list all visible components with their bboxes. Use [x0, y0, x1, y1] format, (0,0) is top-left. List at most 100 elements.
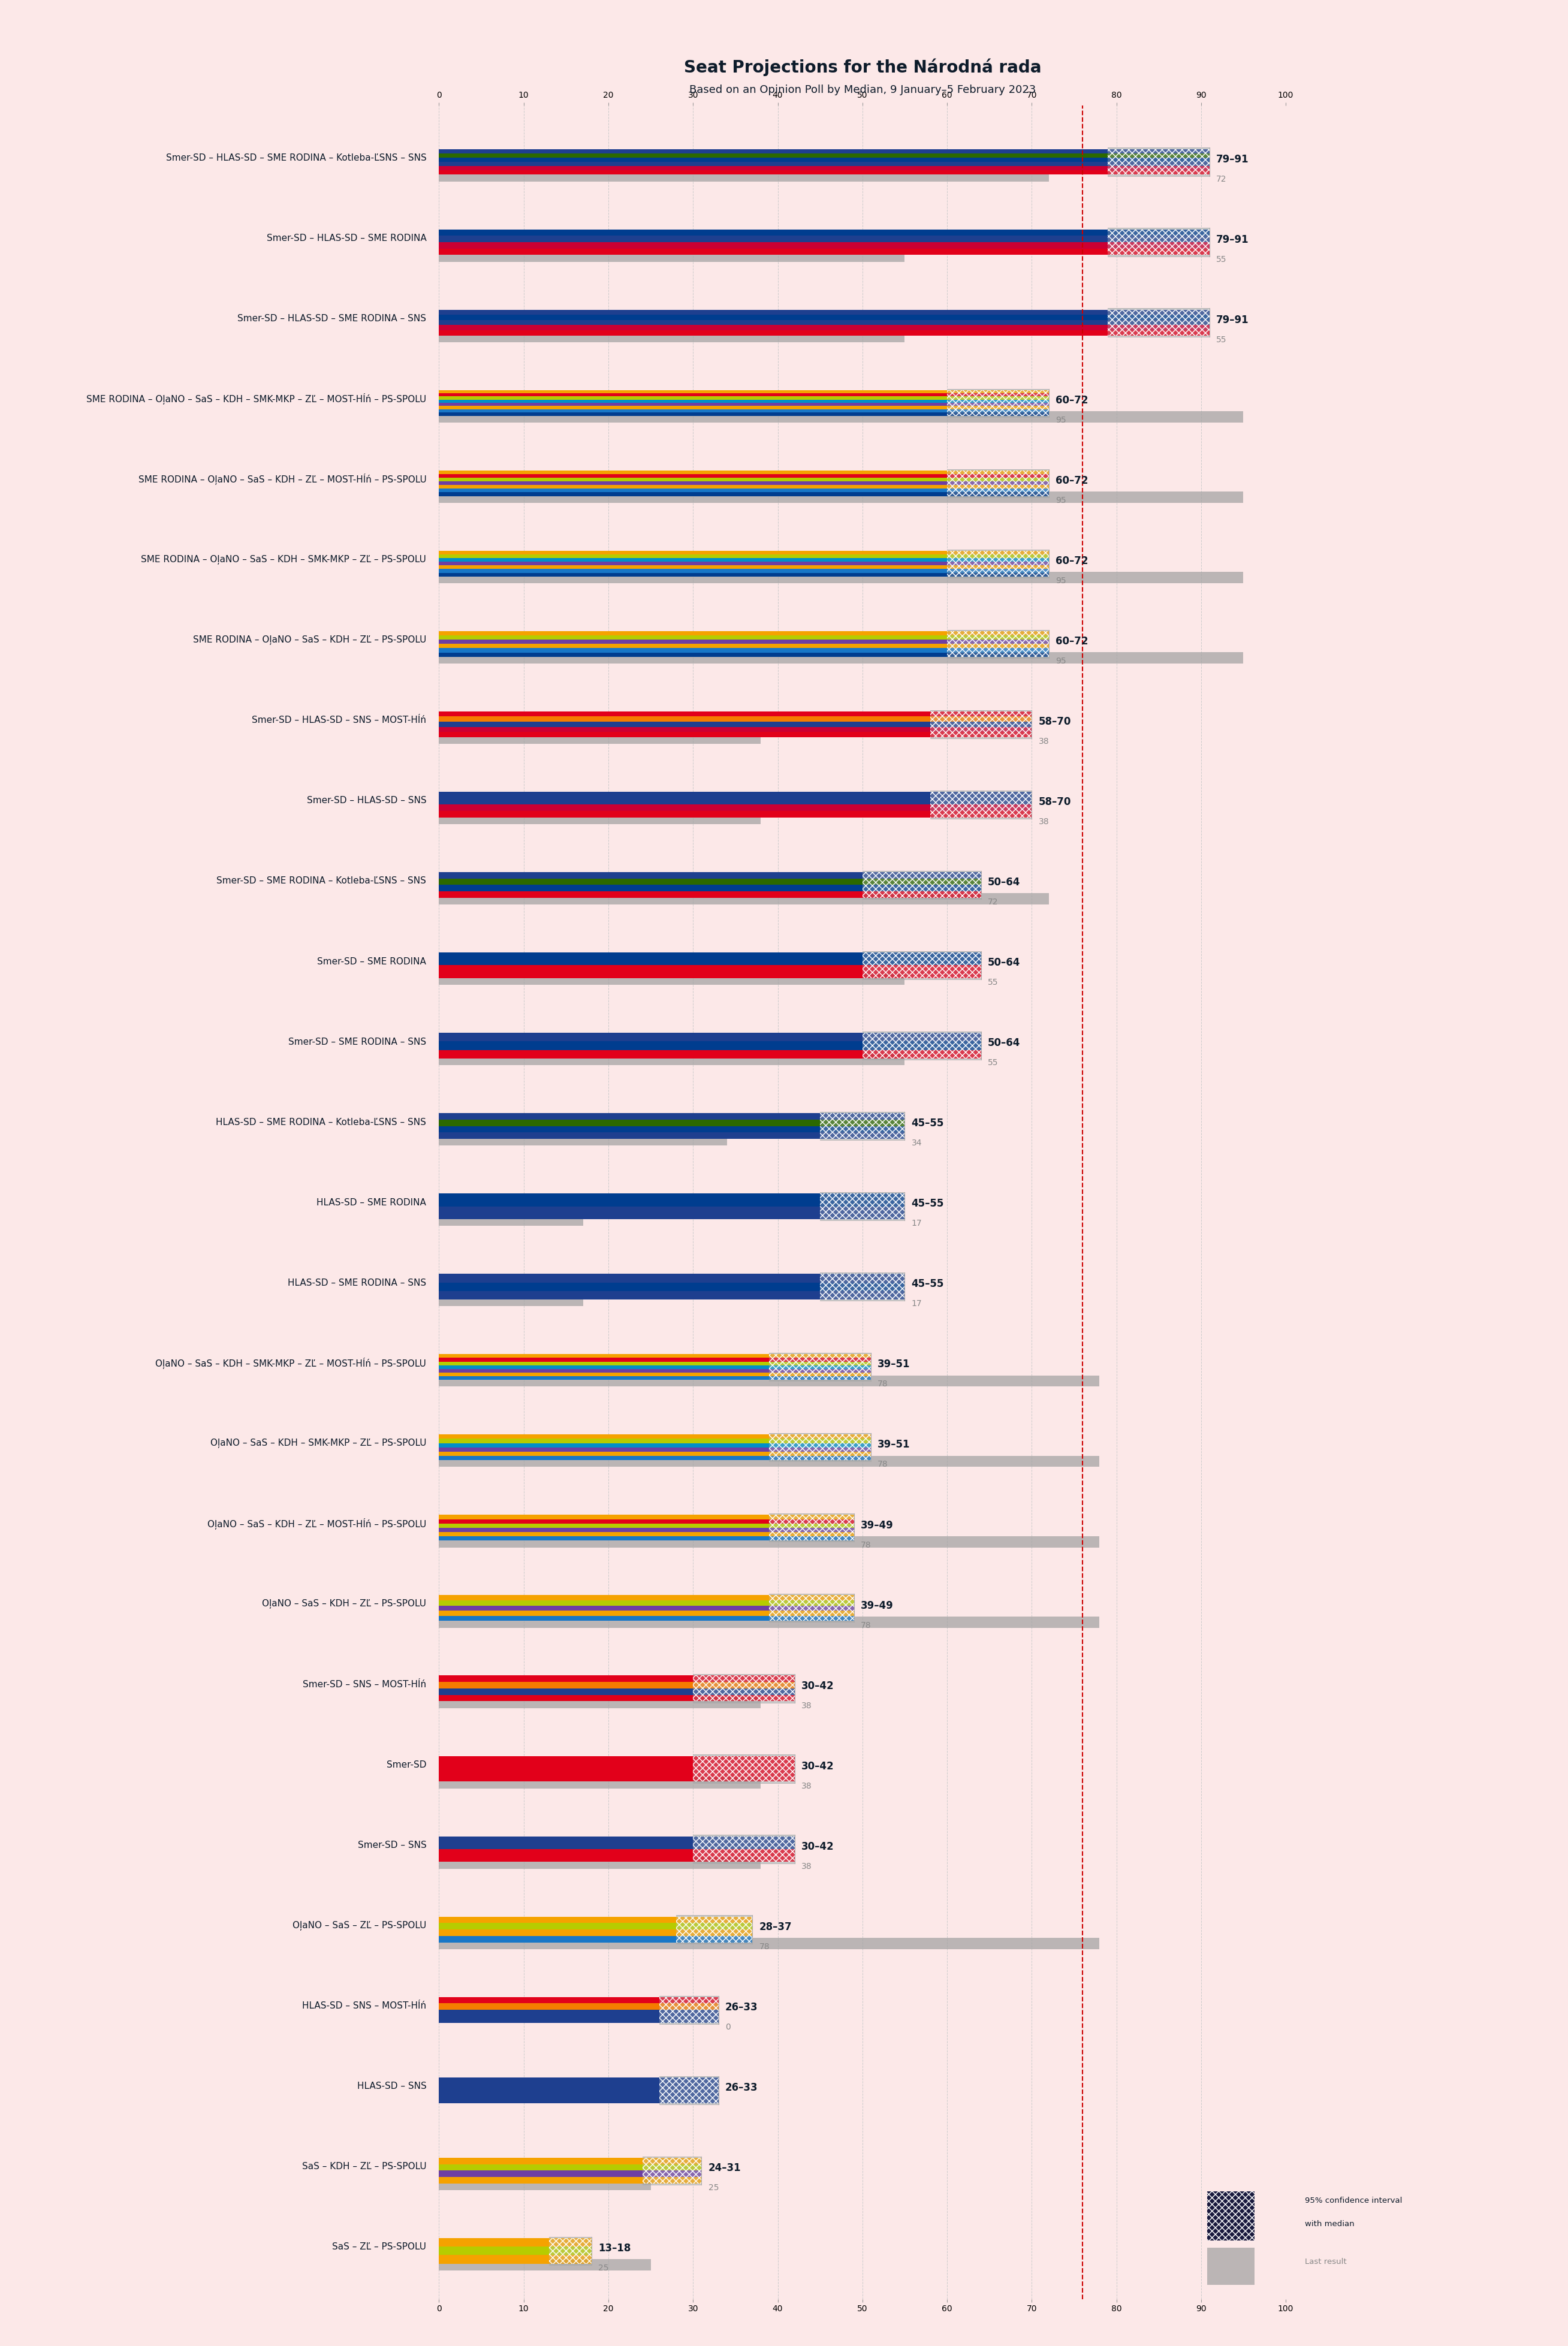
Bar [862, 1051, 982, 1058]
Text: 38: 38 [1038, 819, 1049, 826]
Bar [439, 251, 905, 263]
Bar [643, 2163, 701, 2170]
Bar [439, 636, 947, 640]
Bar [439, 2170, 643, 2177]
Bar [439, 1696, 760, 1708]
Text: SME RODINA – OļaNO – SaS – KDH – ZĽ – MOST-HÍń – PS-SPOLU: SME RODINA – OļaNO – SaS – KDH – ZĽ – MO… [138, 474, 426, 486]
Bar [930, 791, 1032, 819]
Bar [820, 1274, 905, 1283]
Bar [770, 1513, 855, 1541]
Bar [1207, 2191, 1254, 2240]
Bar [947, 474, 1049, 479]
Bar [770, 1612, 855, 1616]
Bar [770, 1457, 870, 1459]
Bar [1109, 230, 1209, 235]
Text: SME RODINA – OļaNO – SaS – KDH – ZĽ – PS-SPOLU: SME RODINA – OļaNO – SaS – KDH – ZĽ – PS… [193, 636, 426, 645]
Bar [643, 2177, 701, 2184]
Bar [439, 1358, 770, 1361]
Bar [439, 554, 947, 558]
Text: 30–42: 30–42 [801, 1762, 834, 1771]
Bar [1109, 167, 1209, 171]
Bar [693, 1694, 795, 1701]
Bar [770, 1516, 855, 1520]
Bar [770, 1438, 870, 1443]
Bar [930, 727, 1032, 732]
Bar [659, 2011, 718, 2015]
Bar [1109, 310, 1209, 314]
Bar [439, 171, 1109, 174]
Text: 95% confidence interval: 95% confidence interval [1305, 2196, 1402, 2205]
Text: 24–31: 24–31 [709, 2163, 742, 2172]
Bar [439, 326, 1109, 331]
Text: SaS – KDH – ZĽ – PS-SPOLU: SaS – KDH – ZĽ – PS-SPOLU [303, 2163, 426, 2170]
Bar [947, 551, 1049, 554]
Bar [820, 1194, 905, 1206]
Text: 58–70: 58–70 [1038, 716, 1071, 727]
Bar [549, 2247, 591, 2255]
Bar [947, 647, 1049, 652]
Bar [947, 469, 1049, 474]
Bar [439, 469, 947, 474]
Bar [439, 2011, 659, 2015]
Bar [770, 1595, 855, 1600]
Bar [549, 2236, 591, 2264]
Bar [820, 1290, 905, 1300]
Bar [659, 1996, 718, 2025]
Bar [439, 411, 1243, 422]
Bar [947, 631, 1049, 636]
Bar [930, 711, 1032, 716]
Bar [947, 570, 1049, 572]
Bar [770, 1516, 855, 1520]
Bar [439, 1295, 583, 1307]
Text: HLAS-SD – SNS – MOST-HÍń: HLAS-SD – SNS – MOST-HÍń [303, 2001, 426, 2011]
Bar [947, 652, 1049, 657]
Bar [947, 561, 1049, 565]
Bar [820, 1126, 905, 1133]
Bar [820, 1283, 905, 1290]
Text: Smer-SD – SME RODINA – Kotleba-ĽSNS – SNS: Smer-SD – SME RODINA – Kotleba-ĽSNS – SN… [216, 877, 426, 884]
Bar [770, 1523, 855, 1527]
Bar [439, 1447, 770, 1452]
Bar [770, 1447, 870, 1452]
Text: OļaNO – SaS – KDH – ZĽ – PS-SPOLU: OļaNO – SaS – KDH – ZĽ – PS-SPOLU [262, 1600, 426, 1609]
Bar [439, 1377, 770, 1379]
Bar [947, 493, 1049, 495]
Bar [930, 716, 1032, 723]
Bar [439, 396, 947, 399]
Bar [549, 2255, 591, 2264]
Bar [549, 2255, 591, 2264]
Bar [862, 1042, 982, 1051]
Bar [770, 1600, 855, 1605]
Bar [930, 727, 1032, 732]
Bar [862, 952, 982, 964]
Bar [693, 1837, 795, 1849]
Text: Smer-SD: Smer-SD [386, 1759, 426, 1769]
Bar [820, 1112, 905, 1119]
Bar [820, 1112, 905, 1119]
Bar [947, 394, 1049, 396]
Bar [676, 1928, 753, 1935]
Bar [947, 572, 1049, 577]
Bar [439, 561, 947, 565]
Bar [770, 1527, 855, 1532]
Text: 95: 95 [1055, 657, 1066, 666]
Bar [770, 1612, 855, 1616]
Bar [862, 950, 982, 978]
Bar [693, 1755, 795, 1781]
Bar [439, 1112, 820, 1119]
Bar [770, 1616, 855, 1621]
Bar [947, 643, 1049, 647]
Bar [862, 873, 982, 877]
Text: 25: 25 [709, 2184, 718, 2191]
Bar [862, 1032, 982, 1042]
Bar [676, 1914, 753, 1942]
Bar [439, 1532, 770, 1537]
Bar [439, 488, 947, 493]
Bar [659, 2015, 718, 2022]
Bar [770, 1452, 870, 1457]
Bar [439, 389, 947, 394]
Bar [947, 652, 1049, 657]
Bar [1109, 235, 1209, 242]
Text: 0: 0 [726, 2022, 731, 2032]
Bar [820, 1194, 905, 1206]
